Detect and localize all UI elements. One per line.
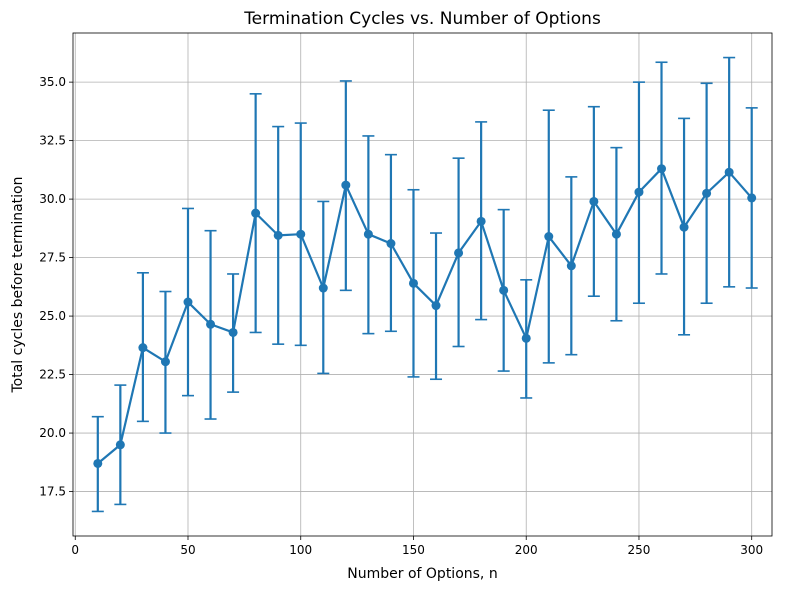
- data-point: [93, 458, 103, 468]
- data-point: [386, 239, 396, 249]
- data-point: [183, 297, 193, 307]
- data-point: [408, 278, 418, 288]
- x-tick-label: 100: [289, 543, 312, 557]
- x-axis: 0 50 100 150 200 250 300: [71, 536, 763, 557]
- series-line: [97, 167, 753, 465]
- x-tick-label: 0: [71, 543, 79, 557]
- data-point: [611, 229, 621, 239]
- data-point: [657, 164, 667, 174]
- data-point: [296, 229, 306, 239]
- y-tick-label: 32.5: [39, 134, 66, 148]
- data-point: [318, 283, 328, 293]
- data-point: [341, 180, 351, 190]
- data-point: [589, 196, 599, 206]
- data-point: [521, 333, 531, 343]
- grid: [73, 33, 772, 536]
- data-point: [251, 208, 261, 218]
- data-point: [454, 248, 464, 258]
- data-point: [115, 440, 125, 450]
- x-tick-label: 150: [402, 543, 425, 557]
- data-point: [747, 193, 757, 203]
- data-point: [724, 167, 734, 177]
- data-point: [363, 229, 373, 239]
- y-tick-label: 35.0: [39, 75, 66, 89]
- chart-title: Termination Cycles vs. Number of Options: [243, 9, 601, 29]
- y-axis: 17.5 20.0 22.5 25.0 27.5 30.0 32.5 35.0: [39, 75, 73, 499]
- x-tick-label: 200: [515, 543, 538, 557]
- data-point: [566, 261, 576, 271]
- y-tick-label: 17.5: [39, 485, 66, 499]
- y-axis-title: Total cycles before termination: [10, 177, 26, 394]
- x-axis-title: Number of Options, n: [347, 566, 497, 582]
- x-tick-label: 250: [628, 543, 651, 557]
- y-tick-label: 22.5: [39, 368, 66, 382]
- data-point: [499, 285, 509, 295]
- y-tick-label: 20.0: [39, 426, 66, 440]
- y-tick-label: 27.5: [39, 251, 66, 265]
- data-point: [228, 327, 238, 337]
- data-series: [91, 56, 758, 513]
- data-point: [476, 216, 486, 226]
- data-point: [160, 357, 170, 367]
- plot-frame: [72, 32, 773, 537]
- y-tick-label: 25.0: [39, 309, 66, 323]
- data-point: [702, 188, 712, 198]
- y-tick-label: 30.0: [39, 192, 66, 206]
- data-point: [634, 187, 644, 197]
- data-point: [544, 232, 554, 242]
- x-tick-label: 300: [740, 543, 763, 557]
- data-point: [431, 301, 441, 311]
- data-point: [273, 230, 283, 240]
- data-point: [206, 319, 216, 329]
- data-point: [138, 343, 148, 353]
- data-point: [679, 222, 689, 232]
- x-tick-label: 50: [180, 543, 195, 557]
